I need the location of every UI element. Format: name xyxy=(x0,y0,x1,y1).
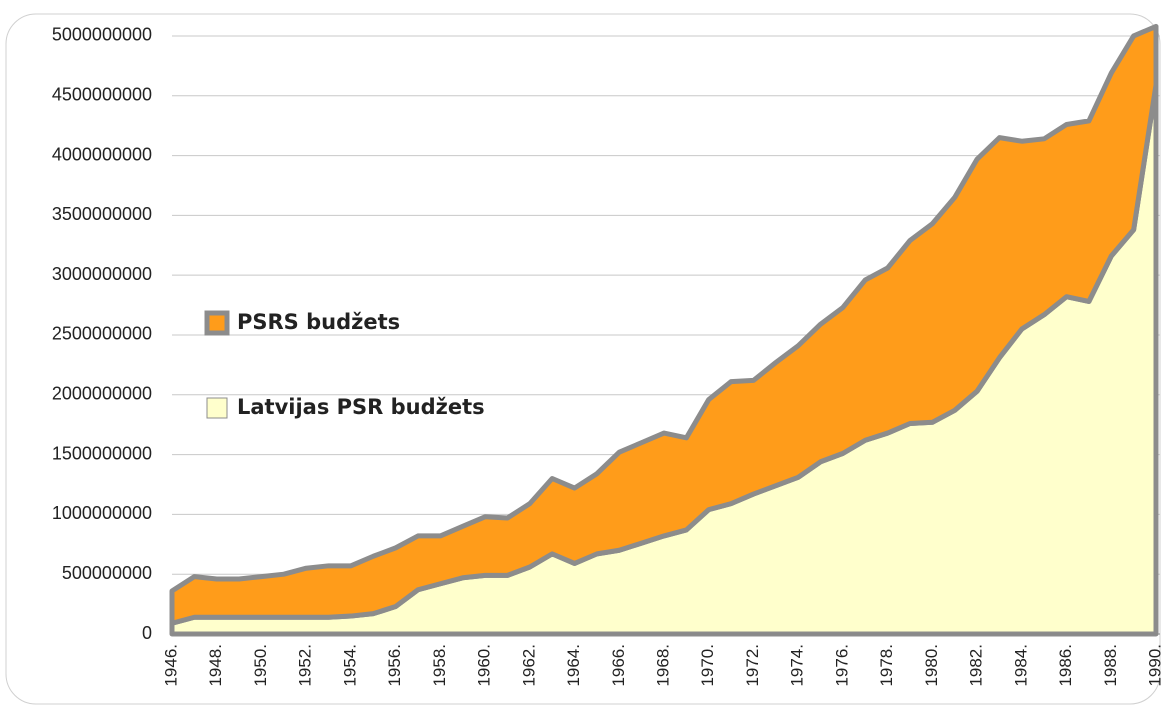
x-tick-label: 1954. xyxy=(340,644,359,687)
y-tick-label: 4500000000 xyxy=(52,85,152,105)
y-tick-label: 1000000000 xyxy=(52,503,152,523)
y-tick-label: 3500000000 xyxy=(52,204,152,224)
x-tick-label: 1960. xyxy=(475,644,494,687)
x-tick-label: 1982. xyxy=(967,644,986,687)
x-tick-label: 1952. xyxy=(296,644,315,687)
x-tick-label: 1978. xyxy=(877,644,896,687)
y-tick-label: 3000000000 xyxy=(52,264,152,284)
x-tick-label: 1958. xyxy=(430,644,449,687)
legend-swatch xyxy=(206,397,228,419)
x-tick-label: 1984. xyxy=(1011,644,1030,687)
x-tick-label: 1966. xyxy=(609,644,628,687)
legend-swatch xyxy=(204,310,230,336)
x-tick-label: 1976. xyxy=(832,644,851,687)
x-tick-label: 1974. xyxy=(788,644,807,687)
x-tick-label: 1986. xyxy=(1056,644,1075,687)
x-tick-label: 1990. xyxy=(1145,644,1164,687)
chart-frame xyxy=(5,13,1161,705)
x-tick-label: 1972. xyxy=(743,644,762,687)
y-tick-label: 2000000000 xyxy=(52,384,152,404)
legend-label: PSRS budžets xyxy=(237,310,400,334)
legend-label: Latvijas PSR budžets xyxy=(237,395,485,419)
y-tick-label: 5000000000 xyxy=(52,25,152,45)
y-tick-label: 4000000000 xyxy=(52,144,152,164)
x-tick-label: 1956. xyxy=(385,644,404,687)
y-tick-label: 500000000 xyxy=(62,563,152,583)
x-tick-label: 1968. xyxy=(653,644,672,687)
x-tick-label: 1962. xyxy=(519,644,538,687)
x-tick-label: 1988. xyxy=(1101,644,1120,687)
x-tick-label: 1964. xyxy=(564,644,583,687)
x-tick-label: 1950. xyxy=(251,644,270,687)
x-tick-label: 1948. xyxy=(206,644,225,687)
y-tick-label: 0 xyxy=(142,623,152,643)
y-tick-label: 1500000000 xyxy=(52,443,152,463)
y-tick-label: 2500000000 xyxy=(52,324,152,344)
area xyxy=(169,23,1159,626)
x-tick-label: 1980. xyxy=(922,644,941,687)
x-tick-label: 1970. xyxy=(698,644,717,687)
x-tick-label: 1946. xyxy=(161,644,180,687)
